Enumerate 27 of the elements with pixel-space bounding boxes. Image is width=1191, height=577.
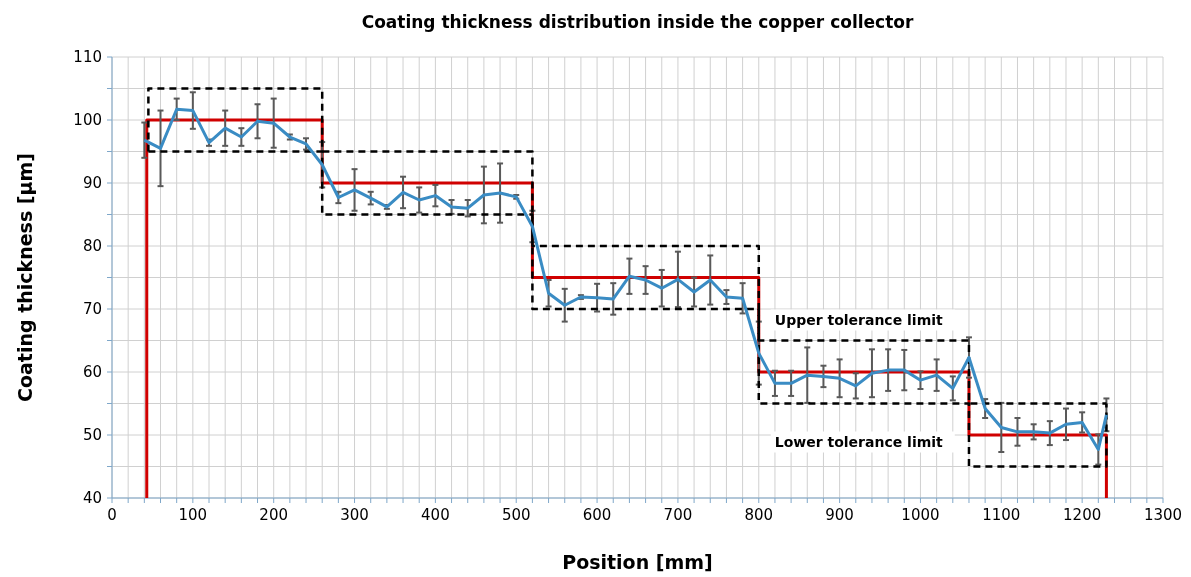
x-axis-title: Position [mm] (562, 551, 713, 573)
y-tick-label: 40 (82, 489, 102, 507)
x-tick-label: 900 (825, 506, 854, 524)
y-axis-title: Coating thickness [µm] (14, 153, 36, 402)
series-label: Lower tolerance limit (774, 433, 944, 450)
chart-title: Coating thickness distribution inside the copper collector (361, 12, 914, 32)
series-label: Upper tolerance limit (774, 311, 944, 328)
x-tick-label: 1000 (901, 506, 940, 524)
y-tick-label: 60 (82, 363, 102, 381)
x-tick-label: 1100 (982, 506, 1021, 524)
y-tick-label: 100 (73, 111, 102, 129)
x-tick-label: 1200 (1063, 506, 1102, 524)
x-tick-label: 700 (663, 506, 693, 524)
x-tick-label: 600 (582, 506, 612, 524)
y-tick-label: 50 (82, 426, 102, 444)
x-tick-label: 300 (340, 506, 369, 524)
x-tick-label: 1300 (1143, 506, 1183, 524)
y-tick-label: 70 (82, 300, 102, 318)
x-tick-label: 200 (259, 506, 289, 524)
y-tick-label: 110 (73, 48, 102, 66)
y-tick-label: 80 (82, 237, 102, 255)
x-tick-label: 500 (501, 506, 531, 524)
x-tick-label: 800 (744, 506, 774, 524)
x-tick-label: 100 (178, 506, 208, 524)
x-tick-label: 400 (421, 506, 450, 524)
y-tick-label: 90 (82, 174, 102, 192)
x-tick-label: 0 (107, 506, 117, 524)
